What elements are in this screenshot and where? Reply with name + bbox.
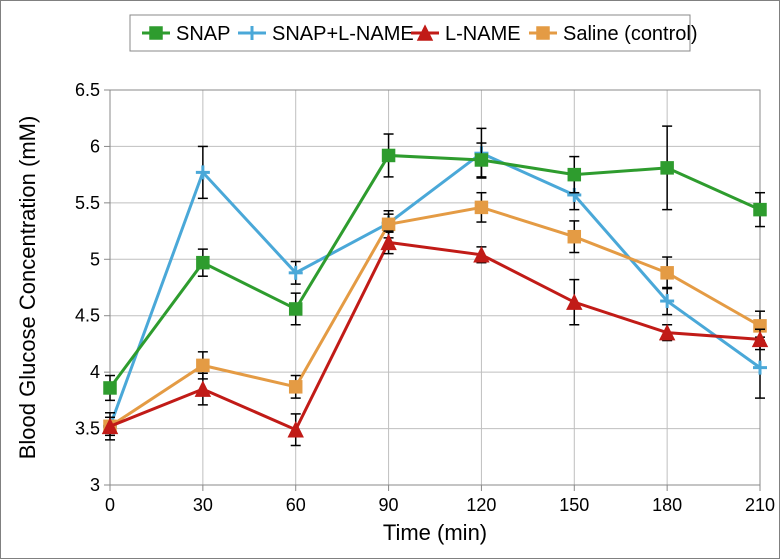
x-tick-label: 60 — [286, 495, 306, 515]
x-axis-title: Time (min) — [383, 520, 487, 545]
y-tick-label: 3.5 — [75, 419, 100, 439]
y-tick-label: 5.5 — [75, 193, 100, 213]
y-tick-label: 4 — [90, 362, 100, 382]
x-tick-label: 180 — [652, 495, 682, 515]
x-tick-label: 120 — [466, 495, 496, 515]
x-tick-label: 150 — [559, 495, 589, 515]
y-tick-label: 6.5 — [75, 80, 100, 100]
y-tick-label: 3 — [90, 475, 100, 495]
legend-label: L-NAME — [445, 23, 521, 45]
legend-label: SNAP+L-NAME — [272, 23, 414, 45]
x-tick-label: 0 — [105, 495, 115, 515]
legend-label: SNAP — [176, 23, 230, 45]
x-tick-label: 30 — [193, 495, 213, 515]
x-tick-label: 90 — [379, 495, 399, 515]
line-chart: 0 30 60 90 120 150 180 210 3 3.5 4 4.5 5 5.5 6 6.5 Time … — [0, 0, 780, 559]
legend-label: Saline (control) — [563, 23, 698, 45]
legend: SNAP SNAP+L-NAME L-NAME Saline (control) — [130, 15, 698, 51]
x-tick-label: 210 — [745, 495, 775, 515]
y-tick-label: 4.5 — [75, 306, 100, 326]
y-tick-label: 5 — [90, 249, 100, 269]
y-axis-title: Blood Glucose Concentration (mM) — [15, 116, 40, 460]
chart-container: 0 30 60 90 120 150 180 210 3 3.5 4 4.5 5 5.5 6 6.5 Time … — [0, 0, 780, 559]
y-tick-label: 6 — [90, 136, 100, 156]
